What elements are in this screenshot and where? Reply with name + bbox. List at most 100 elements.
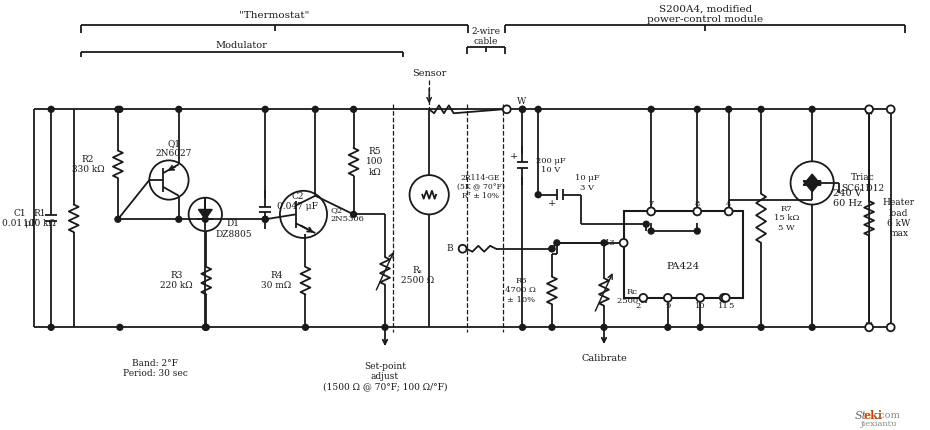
Text: Modulator: Modulator <box>216 41 268 50</box>
Circle shape <box>176 216 181 222</box>
Text: R1
100 kΩ: R1 100 kΩ <box>23 209 56 228</box>
Circle shape <box>520 106 525 112</box>
Text: 240 V
60 Hz: 240 V 60 Hz <box>833 189 862 209</box>
Circle shape <box>722 294 730 302</box>
Circle shape <box>695 228 700 234</box>
Text: Triac
SC61D12: Triac SC61D12 <box>842 173 884 193</box>
Text: Rᴄ
2500 Ω: Rᴄ 2500 Ω <box>617 288 647 305</box>
Text: C1
0.01 μF: C1 0.01 μF <box>2 209 37 228</box>
Circle shape <box>115 106 121 112</box>
Circle shape <box>503 105 511 113</box>
Text: C2
0.047 μF: C2 0.047 μF <box>277 192 318 211</box>
Circle shape <box>725 106 732 112</box>
Polygon shape <box>198 209 212 219</box>
Circle shape <box>312 106 318 112</box>
Text: "Thermostat": "Thermostat" <box>239 11 310 19</box>
Circle shape <box>48 106 54 112</box>
Circle shape <box>302 324 309 330</box>
Circle shape <box>695 106 700 112</box>
Circle shape <box>809 106 815 112</box>
Text: R3
220 kΩ: R3 220 kΩ <box>160 271 193 290</box>
Text: W: W <box>516 97 525 106</box>
Text: R4
30 mΩ: R4 30 mΩ <box>261 271 292 290</box>
Text: 10 μF
3 V: 10 μF 3 V <box>575 174 599 191</box>
Circle shape <box>619 239 628 247</box>
Circle shape <box>665 324 671 330</box>
Circle shape <box>203 216 208 222</box>
Circle shape <box>536 192 541 198</box>
Circle shape <box>549 246 555 252</box>
Text: 4: 4 <box>726 200 731 208</box>
Circle shape <box>639 294 647 302</box>
Circle shape <box>520 324 525 330</box>
Text: +: + <box>510 152 518 161</box>
Text: 13: 13 <box>605 239 616 247</box>
Text: 2R114-GE
(5K @ 70°F)
Rᵀ ± 10%: 2R114-GE (5K @ 70°F) Rᵀ ± 10% <box>457 174 505 200</box>
Text: 5: 5 <box>728 302 734 310</box>
Circle shape <box>117 106 123 112</box>
Text: 7: 7 <box>648 200 654 208</box>
Circle shape <box>382 324 388 330</box>
Text: Rₛ
2500 Ω: Rₛ 2500 Ω <box>401 266 434 286</box>
Circle shape <box>48 324 54 330</box>
Circle shape <box>865 323 873 331</box>
Text: Q2
2N5306: Q2 2N5306 <box>330 206 364 223</box>
Circle shape <box>647 208 655 215</box>
Circle shape <box>724 208 733 215</box>
Circle shape <box>601 324 607 330</box>
Text: 10: 10 <box>695 302 706 310</box>
Circle shape <box>549 246 555 252</box>
Circle shape <box>698 324 703 330</box>
Circle shape <box>117 324 123 330</box>
Circle shape <box>262 216 268 222</box>
Circle shape <box>664 294 671 302</box>
Circle shape <box>351 212 356 217</box>
Circle shape <box>536 106 541 112</box>
Text: S200A4, modified
power-control module: S200A4, modified power-control module <box>647 4 764 24</box>
Circle shape <box>697 294 704 302</box>
Text: St: St <box>855 411 867 421</box>
Circle shape <box>262 106 268 112</box>
Text: .com: .com <box>876 411 900 420</box>
Text: 2-wire
cable: 2-wire cable <box>472 27 500 46</box>
Circle shape <box>554 240 560 246</box>
Circle shape <box>758 106 764 112</box>
Text: Calibrate: Calibrate <box>581 354 627 363</box>
Circle shape <box>887 105 895 113</box>
Text: Q1
2N6027: Q1 2N6027 <box>155 139 193 158</box>
Text: Set-point
adjust
(1500 Ω @ 70°F; 100 Ω/°F): Set-point adjust (1500 Ω @ 70°F; 100 Ω/°… <box>323 362 447 391</box>
Text: 11: 11 <box>718 302 729 310</box>
Text: PA424: PA424 <box>667 262 700 271</box>
Circle shape <box>648 228 654 234</box>
Text: Heater
load
6 kW
max: Heater load 6 kW max <box>883 198 915 238</box>
Circle shape <box>720 294 727 302</box>
Text: eki: eki <box>863 410 883 421</box>
Circle shape <box>176 106 181 112</box>
Text: +: + <box>548 199 556 208</box>
Text: Band: 2°F
Period: 30 sec: Band: 2°F Period: 30 sec <box>123 359 188 378</box>
Circle shape <box>204 324 209 330</box>
Circle shape <box>115 216 121 222</box>
Bar <box>624 212 743 298</box>
Text: B: B <box>446 244 453 253</box>
Circle shape <box>887 323 895 331</box>
Circle shape <box>549 324 555 330</box>
Text: Sensor: Sensor <box>412 70 446 78</box>
Polygon shape <box>804 181 821 192</box>
Text: R5
100
kΩ: R5 100 kΩ <box>366 147 383 177</box>
Circle shape <box>262 216 268 222</box>
Text: jiexiantu: jiexiantu <box>861 420 897 427</box>
Text: 8: 8 <box>695 200 700 208</box>
Text: 2: 2 <box>636 302 641 310</box>
Circle shape <box>865 105 873 113</box>
Text: R2
330 kΩ: R2 330 kΩ <box>72 155 104 174</box>
Circle shape <box>520 106 525 112</box>
Circle shape <box>601 240 607 246</box>
Circle shape <box>351 106 356 112</box>
Polygon shape <box>804 174 821 185</box>
Circle shape <box>809 324 815 330</box>
Text: 9: 9 <box>665 302 671 310</box>
Circle shape <box>203 324 208 330</box>
Text: 200 μF
10 V: 200 μF 10 V <box>537 157 566 174</box>
Circle shape <box>694 208 701 215</box>
